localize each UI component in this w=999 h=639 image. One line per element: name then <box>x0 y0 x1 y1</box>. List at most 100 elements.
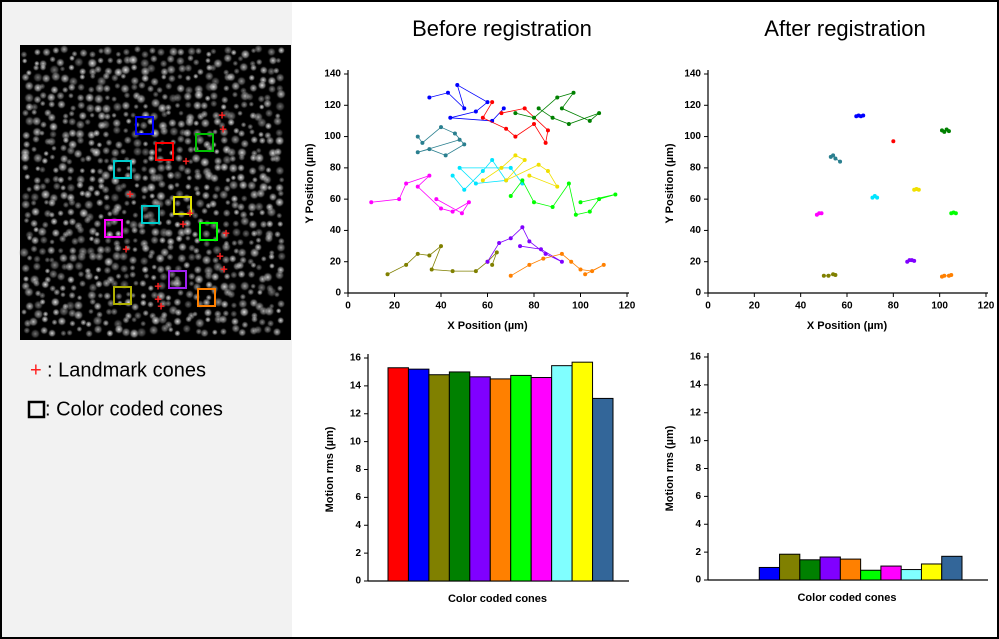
cone-blob <box>204 57 212 64</box>
cone-blob <box>248 101 255 108</box>
cone-blob <box>237 247 248 258</box>
cone-blob <box>238 153 246 162</box>
point <box>942 273 947 278</box>
cone-blob <box>115 166 123 173</box>
cone-blob <box>74 128 86 140</box>
cone-blob <box>57 247 65 255</box>
cone-blob <box>262 98 273 109</box>
x-tick-label: 20 <box>389 301 401 312</box>
cone-blob <box>237 269 247 279</box>
point <box>485 259 490 264</box>
cone-blob <box>199 328 210 338</box>
cone-blob <box>96 56 105 65</box>
cone-blob <box>110 307 119 316</box>
cone-blob <box>41 315 49 324</box>
cone-blob <box>211 192 220 201</box>
cone-blob <box>101 103 112 115</box>
cone-blob <box>183 63 193 73</box>
cone-blob <box>183 166 193 176</box>
cone-blob <box>94 82 106 94</box>
cone-blob <box>109 216 120 227</box>
y-axis-label: Motion rms (µm) <box>664 425 676 511</box>
cone-blob <box>193 171 203 182</box>
cone-blob <box>52 308 61 317</box>
cone-blob <box>182 225 193 237</box>
cone-blob <box>212 209 220 217</box>
point <box>462 187 467 192</box>
cone-blob <box>49 238 56 245</box>
cone-blob <box>83 270 94 281</box>
cone-blob <box>237 328 247 337</box>
y-tick-label: 0 <box>355 576 361 587</box>
point <box>520 178 525 183</box>
y-tick-label: 0 <box>695 575 701 586</box>
point <box>538 247 543 252</box>
point <box>833 156 838 161</box>
cone-blob <box>140 243 151 254</box>
y-tick-label: 8 <box>695 463 701 474</box>
cone-blob <box>230 301 238 309</box>
cone-blob <box>61 86 69 94</box>
x-tick-label: 100 <box>572 301 589 312</box>
cone-blob <box>232 60 239 67</box>
cone-blob <box>58 234 67 244</box>
cone-blob <box>217 265 227 275</box>
cone-blob <box>130 83 139 92</box>
cone-blob <box>138 279 147 288</box>
point <box>473 181 478 186</box>
cone-blob <box>240 100 249 109</box>
cone-blob <box>232 102 240 110</box>
cone-blob <box>23 217 30 224</box>
cone-blob <box>274 197 285 208</box>
cone-blob <box>149 54 159 64</box>
cone-blob <box>142 103 149 110</box>
cone-blob <box>196 68 205 76</box>
cone-blob <box>141 174 149 182</box>
cone-blob <box>164 218 173 226</box>
cone-blob <box>237 129 246 138</box>
cone-blob <box>128 270 137 279</box>
cone-blob <box>105 329 114 338</box>
cone-blob <box>32 152 44 164</box>
cone-blob <box>176 134 186 144</box>
point <box>459 211 464 216</box>
y-tick-label: 100 <box>324 131 341 142</box>
cone-blob <box>228 154 237 163</box>
cone-blob <box>146 300 155 309</box>
cone-blob <box>110 95 118 103</box>
cone-blob <box>68 252 79 263</box>
cone-blob <box>253 44 263 54</box>
cone-blob <box>150 274 158 282</box>
x-tick-label: 0 <box>345 301 351 312</box>
cone-blob <box>89 73 96 80</box>
cone-blob <box>262 271 274 283</box>
cone-blob <box>49 55 57 63</box>
cone-blob <box>39 63 47 72</box>
cone-blob <box>59 73 71 84</box>
cone-blob <box>152 90 160 98</box>
cone-blob <box>263 325 273 334</box>
cone-blob <box>30 145 38 153</box>
point <box>434 197 439 202</box>
cone-blob <box>184 289 195 300</box>
cone-blob <box>222 220 231 229</box>
cone-blob <box>231 323 241 334</box>
cone-blob <box>268 262 276 270</box>
cone-blob <box>50 145 58 152</box>
point <box>499 111 504 116</box>
cone-blob <box>51 318 58 326</box>
cone-blob <box>160 323 170 333</box>
y-tick-label: 40 <box>690 225 702 236</box>
cone-blob <box>94 266 102 274</box>
cone-blob <box>265 206 277 218</box>
cone-blob <box>272 67 280 75</box>
point <box>385 272 390 277</box>
cone-blob <box>275 242 287 253</box>
cone-blob <box>184 116 195 128</box>
cone-blob <box>90 146 102 158</box>
cone-blob <box>96 157 104 165</box>
cone-blob <box>184 183 192 191</box>
cone-blob <box>248 74 256 82</box>
cone-blob <box>59 284 67 292</box>
cone-blob <box>148 192 156 200</box>
